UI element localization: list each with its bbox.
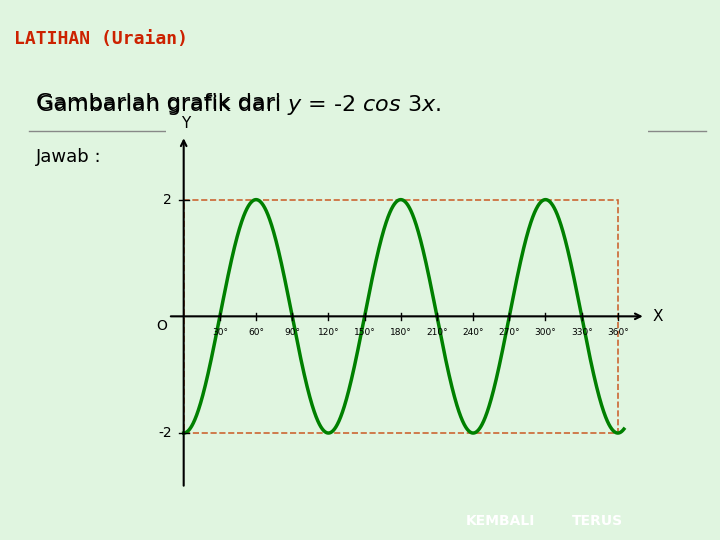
Text: -2: -2 [158, 426, 171, 440]
Text: KEMBALI: KEMBALI [466, 514, 535, 528]
Text: 150°: 150° [354, 328, 375, 337]
Text: 2: 2 [163, 193, 171, 207]
Text: 120°: 120° [318, 328, 339, 337]
Text: Y: Y [181, 116, 191, 131]
Text: X: X [653, 309, 663, 324]
Text: Gambarlah grafik dari: Gambarlah grafik dari [36, 93, 288, 113]
Text: 360°: 360° [607, 328, 629, 337]
Text: 240°: 240° [462, 328, 484, 337]
Bar [184, 200, 618, 433]
Text: 330°: 330° [571, 328, 593, 337]
Text: 180°: 180° [390, 328, 412, 337]
Text: LATIHAN (Uraian): LATIHAN (Uraian) [14, 30, 189, 48]
Text: TERUS: TERUS [572, 514, 624, 528]
Text: 270°: 270° [498, 328, 520, 337]
Text: 30°: 30° [212, 328, 228, 337]
Text: 210°: 210° [426, 328, 448, 337]
Text: 60°: 60° [248, 328, 264, 337]
Text: Jawab :: Jawab : [36, 148, 102, 166]
Text: 300°: 300° [535, 328, 557, 337]
Text: Gambarlah grafik dari $y$ = -2 $cos$ 3$x$.: Gambarlah grafik dari $y$ = -2 $cos$ 3$x… [36, 93, 441, 117]
Text: 90°: 90° [284, 328, 300, 337]
Text: O: O [156, 319, 168, 333]
